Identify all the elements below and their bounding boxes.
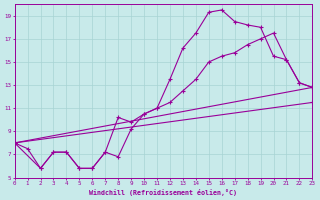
X-axis label: Windchill (Refroidissement éolien,°C): Windchill (Refroidissement éolien,°C) bbox=[90, 189, 237, 196]
